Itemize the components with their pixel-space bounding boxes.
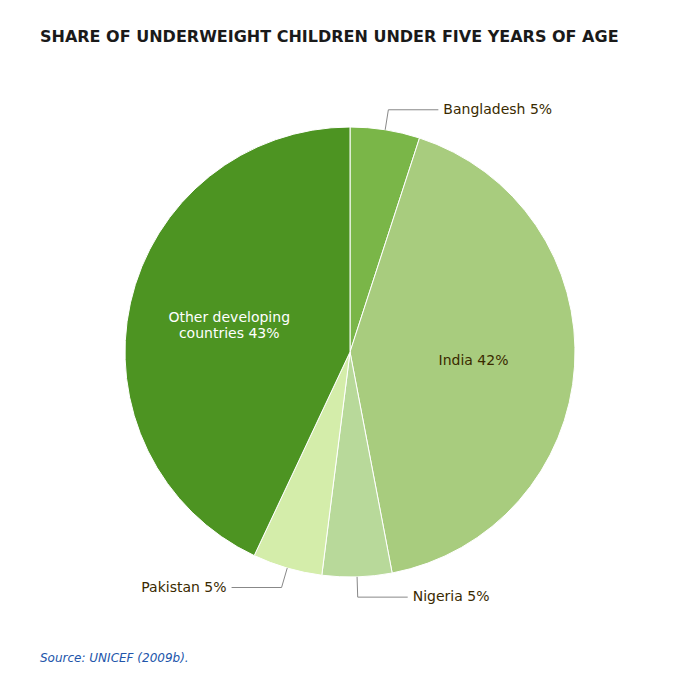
leader-line bbox=[357, 577, 408, 597]
chart: SHARE OF UNDERWEIGHT CHILDREN UNDER FIVE… bbox=[0, 0, 700, 682]
slices bbox=[125, 127, 575, 577]
labels: Bangladesh 5% India 42% Nigeria 5% Pakistan… bbox=[141, 101, 552, 604]
slice bbox=[350, 138, 575, 573]
slice-label: Bangladesh 5% bbox=[443, 101, 552, 117]
leader-line bbox=[232, 568, 288, 587]
slice-label: Pakistan 5% bbox=[141, 579, 226, 595]
leader-line bbox=[385, 110, 438, 130]
title: SHARE OF UNDERWEIGHT CHILDREN UNDER FIVE… bbox=[40, 27, 619, 46]
slice-label: Other developingcountries 43% bbox=[168, 309, 290, 342]
slice bbox=[125, 127, 350, 556]
source: Source: UNICEF (2009b). bbox=[40, 651, 189, 665]
slice-label: Nigeria 5% bbox=[413, 588, 490, 604]
slice-label: India 42% bbox=[439, 352, 509, 368]
